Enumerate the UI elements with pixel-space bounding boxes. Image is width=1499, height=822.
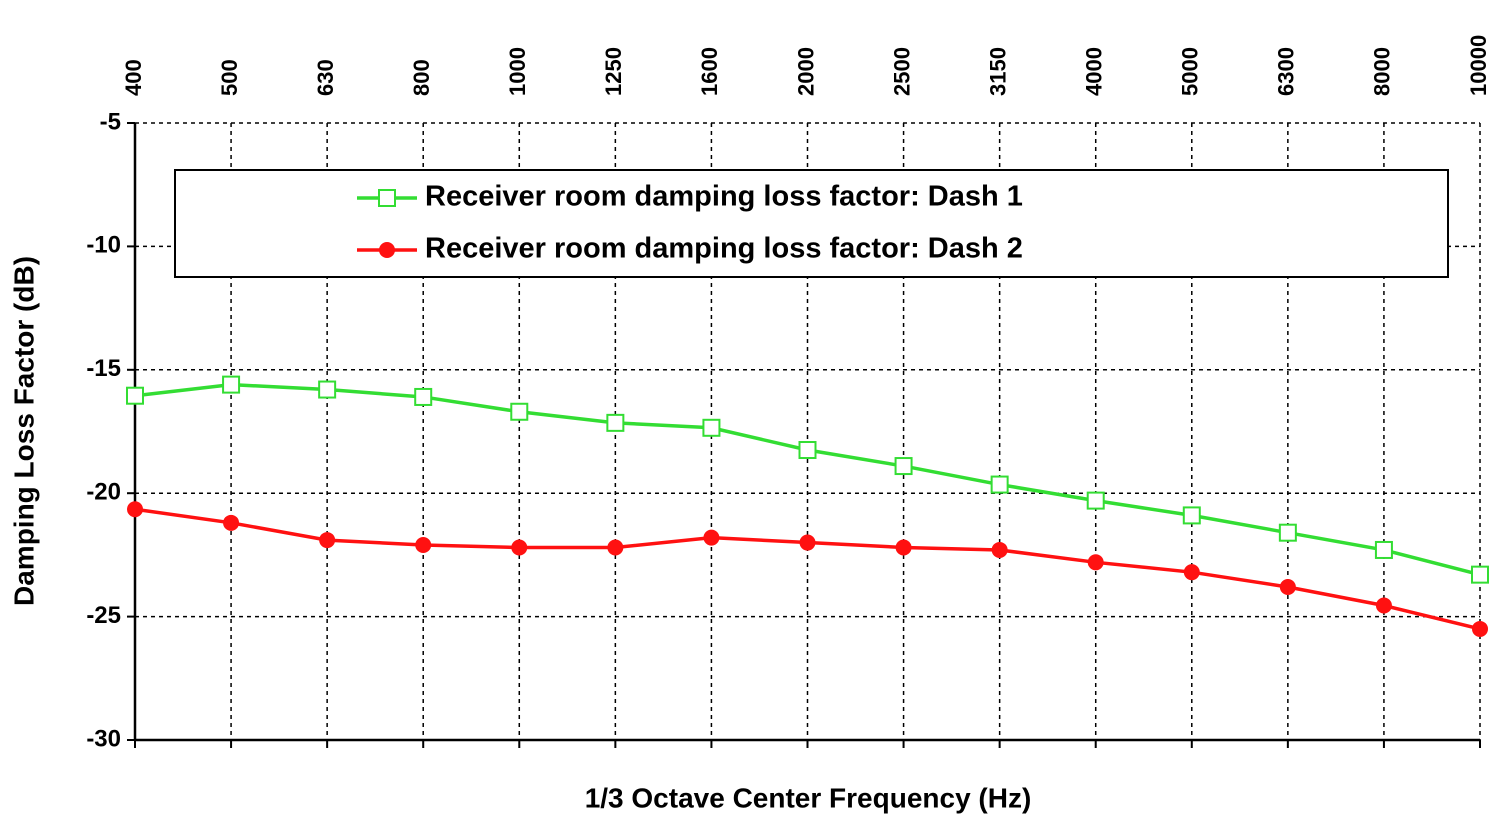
x-tick-label: 4000 [1082, 47, 1107, 96]
data-point [319, 532, 336, 549]
data-point [1375, 597, 1392, 614]
data-point [414, 387, 433, 406]
data-point [990, 475, 1009, 494]
x-tick-label: 8000 [1370, 47, 1395, 96]
y-tick-label: -15 [86, 355, 121, 382]
data-point [607, 539, 624, 556]
data-point [511, 539, 528, 556]
x-tick-label: 800 [409, 59, 434, 96]
data-point [606, 413, 625, 432]
x-tick-label: 2000 [793, 47, 818, 96]
data-point [126, 386, 144, 405]
y-tick-label: -20 [86, 479, 121, 506]
data-point [1472, 620, 1488, 637]
data-point [127, 501, 143, 518]
data-point [1374, 540, 1393, 559]
x-tick-label: 1600 [697, 47, 722, 96]
x-tick-label: 10000 [1466, 35, 1491, 96]
data-point [415, 537, 432, 554]
data-point [1086, 491, 1105, 510]
data-point [894, 457, 913, 476]
data-point [223, 514, 240, 531]
legend-marker [379, 242, 395, 258]
series-line [134, 507, 1481, 631]
x-tick-label: 6300 [1274, 47, 1299, 96]
y-tick-label: -30 [86, 725, 121, 752]
data-point [318, 380, 337, 399]
data-point [1279, 578, 1296, 595]
x-tick-label: 2500 [889, 47, 914, 96]
data-point [799, 534, 816, 551]
x-tick-label: 630 [313, 59, 338, 96]
data-point [1087, 554, 1104, 571]
data-point [991, 541, 1008, 558]
data-point [1183, 564, 1200, 581]
legend-box [174, 169, 1449, 278]
x-axis-label: 1/3 Octave Center Frequency (Hz) [585, 782, 1032, 813]
x-tick-label: 3150 [985, 47, 1010, 96]
data-point [222, 375, 241, 394]
y-tick-label: -10 [86, 232, 121, 259]
x-tick-label: 500 [217, 59, 242, 96]
x-tick-label: 5000 [1178, 47, 1203, 96]
y-tick-label: -25 [86, 602, 121, 629]
data-point [510, 402, 529, 421]
legend-label: Receiver room damping loss factor: Dash … [425, 181, 1023, 213]
data-point [1278, 523, 1297, 542]
x-tick-label: 1000 [505, 47, 530, 96]
data-point [703, 529, 720, 546]
data-point [895, 539, 912, 556]
y-tick-label: -5 [100, 108, 121, 135]
x-tick-label: 400 [121, 59, 146, 96]
x-tick-label: 1250 [601, 47, 626, 96]
legend-marker [378, 189, 396, 207]
data-point [798, 441, 817, 460]
y-axis-label: Damping Loss Factor (dB) [8, 256, 39, 606]
data-point [1182, 506, 1201, 525]
data-point [1471, 565, 1489, 584]
legend-label: Receiver room damping loss factor: Dash … [425, 233, 1023, 265]
data-point [702, 418, 721, 437]
